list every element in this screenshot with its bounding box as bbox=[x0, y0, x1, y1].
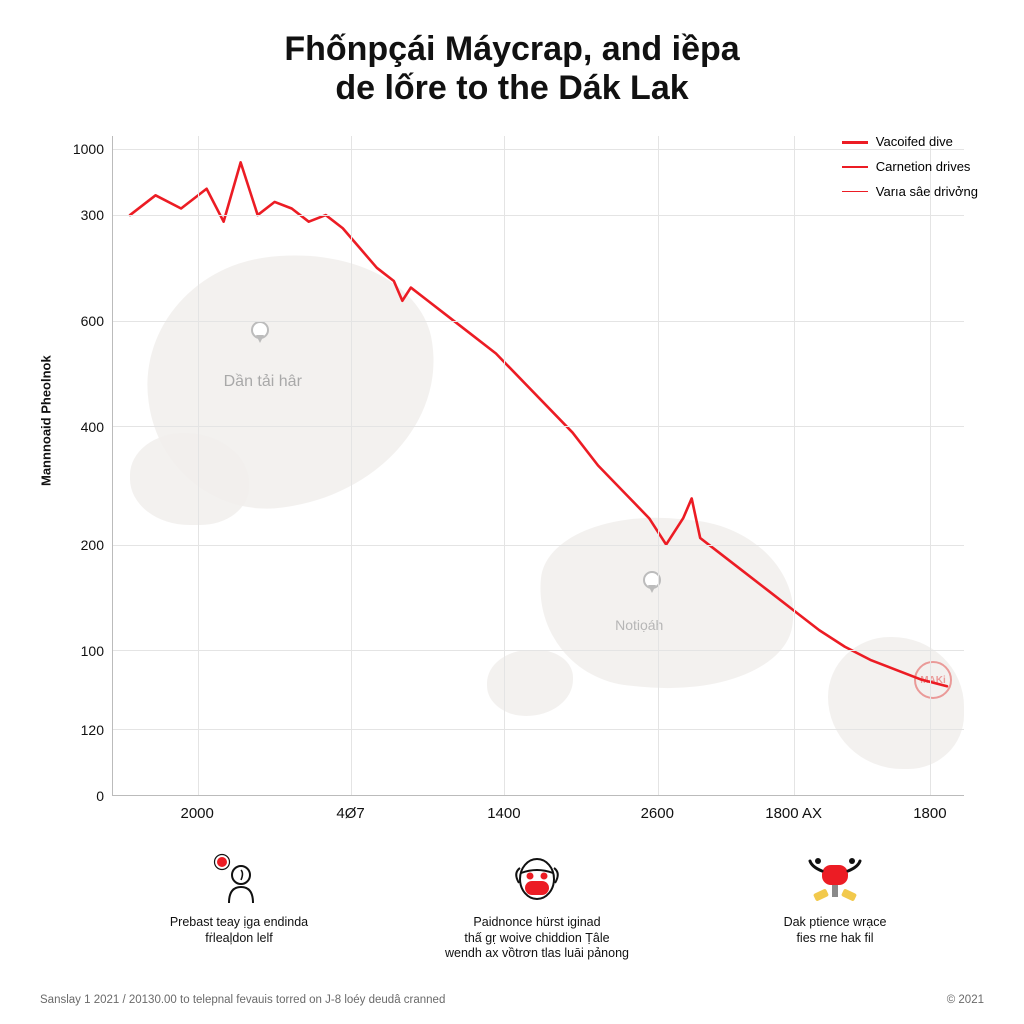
info-icon-item: Prebast teay ịga endindafṙleaļdon lelf bbox=[124, 851, 354, 946]
y-tick-label: 400 bbox=[40, 419, 104, 435]
chart-container: Fhốnpçái Máycrap, and iềpa de lốre to th… bbox=[0, 0, 1024, 1024]
y-tick-label: 1000 bbox=[40, 141, 104, 157]
legend-swatch bbox=[842, 141, 868, 144]
legend-item: Vacoifed dive bbox=[842, 130, 978, 155]
y-tick-label: 600 bbox=[40, 313, 104, 329]
icon-caption: Prebast teay ịga endindafṙleaļdon lelf bbox=[124, 915, 354, 946]
gridline-h bbox=[113, 215, 964, 216]
y-tick-label: 120 bbox=[40, 722, 104, 738]
gridline-h bbox=[113, 545, 964, 546]
chart-area: Mannnoaid Pheolnok Dần tải hâr Notiọáh M… bbox=[40, 126, 984, 846]
x-tick-label: 2000 bbox=[181, 805, 214, 822]
gridline-h bbox=[113, 650, 964, 651]
gridline-v bbox=[504, 136, 505, 795]
legend-swatch bbox=[842, 166, 868, 168]
person-alert-icon bbox=[124, 851, 354, 909]
plot-region: Dần tải hâr Notiọáh MAKi bbox=[112, 136, 964, 796]
x-tick-label: 1800 bbox=[913, 805, 946, 822]
footer-source: Sanslay 1 2021 / 20130.00 to telepnal fe… bbox=[40, 994, 445, 1006]
gridline-h bbox=[113, 729, 964, 730]
x-tick-label: 1400 bbox=[487, 805, 520, 822]
legend-label: Carnetion drives bbox=[876, 155, 971, 180]
legend-label: Vacoifed dive bbox=[876, 130, 953, 155]
icon-caption: Dak ptience wrạcefies rne hak fil bbox=[720, 915, 950, 946]
gridline-h bbox=[113, 426, 964, 427]
footer-copyright: © 2021 bbox=[947, 994, 984, 1006]
x-tick-label: 2600 bbox=[641, 805, 674, 822]
gridline-h bbox=[113, 149, 964, 150]
chart-title: Fhốnpçái Máycrap, and iềpa de lốre to th… bbox=[40, 30, 984, 108]
x-tick-label: 4Ø7 bbox=[336, 805, 364, 822]
line-series bbox=[113, 136, 964, 795]
legend-swatch bbox=[842, 191, 868, 192]
icon-caption: Paidnonce hürst iginadthấ gṛ woive chidd… bbox=[422, 915, 652, 962]
y-tick-label: 300 bbox=[40, 207, 104, 223]
footer: Sanslay 1 2021 / 20130.00 to telepnal fe… bbox=[40, 994, 984, 1006]
gridline-v bbox=[794, 136, 795, 795]
legend-item: Carnetion drives bbox=[842, 155, 978, 180]
icon-row: Prebast teay ịga endindafṙleaļdon lelf Pa… bbox=[90, 851, 984, 962]
gridline-h bbox=[113, 321, 964, 322]
y-tick-label: 200 bbox=[40, 537, 104, 553]
y-tick-label: 0 bbox=[40, 788, 104, 804]
gridline-v bbox=[198, 136, 199, 795]
title-line-1: Fhốnpçái Máycrap, and iềpa bbox=[40, 30, 984, 69]
legend: Vacoifed diveCarnetion drivesVarıa sâe d… bbox=[842, 130, 978, 204]
legend-label: Varıa sâe drivởng bbox=[876, 180, 978, 205]
x-tick-label: 1800 AX bbox=[765, 805, 822, 822]
mask-cross-icon bbox=[720, 851, 950, 909]
legend-item: Varıa sâe drivởng bbox=[842, 180, 978, 205]
mask-face-icon bbox=[422, 851, 652, 909]
y-tick-label: 100 bbox=[40, 643, 104, 659]
gridline-v bbox=[658, 136, 659, 795]
gridline-v bbox=[930, 136, 931, 795]
gridline-v bbox=[351, 136, 352, 795]
info-icon-item: Dak ptience wrạcefies rne hak fil bbox=[720, 851, 950, 946]
title-line-2: de lốre to the Dák Lak bbox=[40, 69, 984, 108]
info-icon-item: Paidnonce hürst iginadthấ gṛ woive chidd… bbox=[422, 851, 652, 962]
